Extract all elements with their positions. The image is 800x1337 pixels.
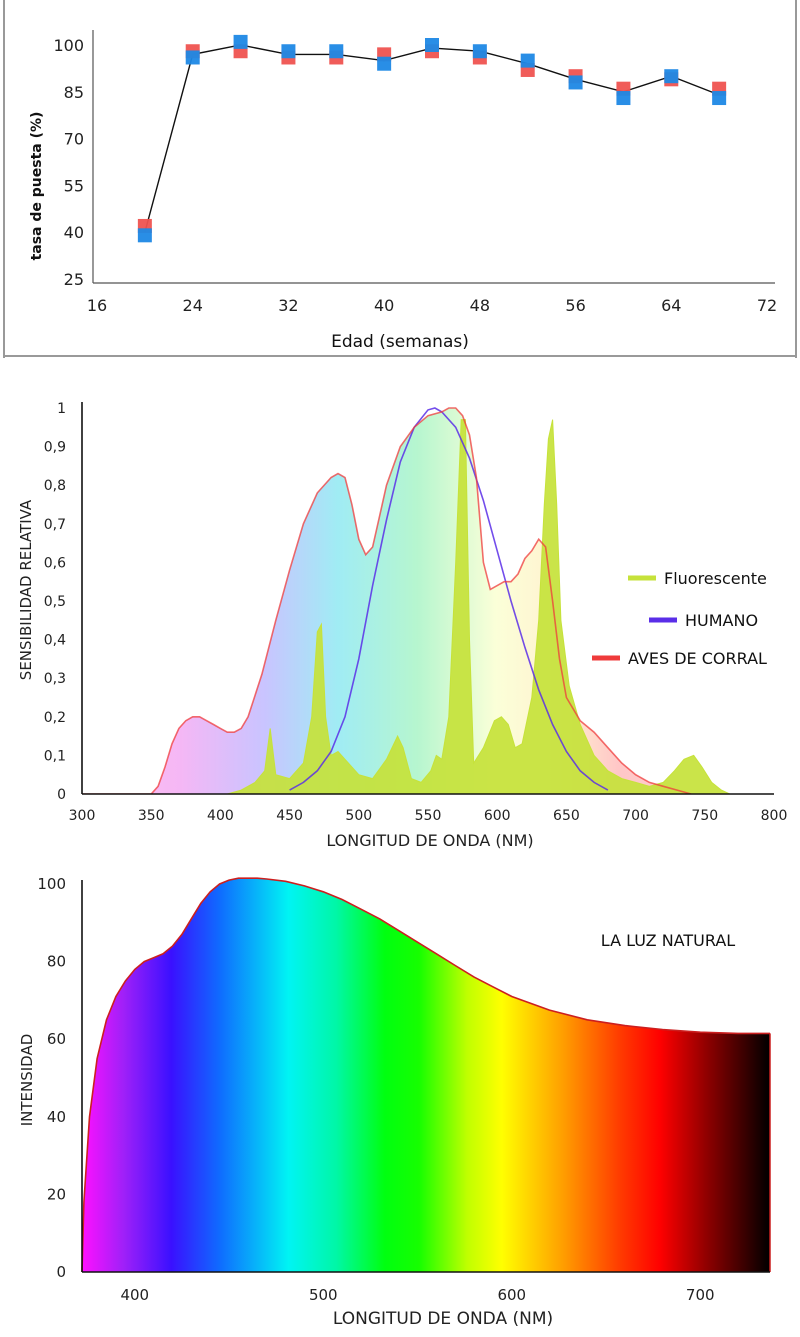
x-tick-label: 48 (470, 296, 490, 315)
x-tick-label: 300 (69, 808, 96, 824)
x-tick-label: 450 (276, 808, 303, 824)
x-tick-label: 56 (565, 296, 585, 315)
x-tick-label: 500 (309, 1286, 338, 1304)
y-tick-label: 0,9 (44, 440, 66, 456)
x-tick-label: 72 (757, 296, 777, 315)
y-tick-label: 40 (47, 1108, 66, 1126)
blue-data-point (568, 75, 583, 90)
blue-data-point (185, 50, 200, 65)
poultry-area-fill (82, 408, 691, 794)
blue-data-point (664, 69, 679, 84)
blue-data-point (472, 44, 487, 59)
fluorescent-area (227, 419, 730, 794)
blue-data-point (712, 91, 727, 106)
x-axis-label: LONGITUD DE ONDA (NM) (333, 1309, 553, 1329)
legend-label: AVES DE CORRAL (628, 649, 767, 668)
y-tick-label: 0,4 (44, 633, 66, 649)
x-tick-label: 16 (87, 296, 107, 315)
sensitivity-chart-panel: 1 0,9 0,8 0,7 0,6 0,5 0,4 0,3 0,2 0,1 0 300 350 400 45… (0, 380, 800, 860)
x-tick-label: 32 (278, 296, 298, 315)
y-axis-label: tasa de puesta (%) (29, 112, 45, 261)
x-tick-label: 400 (207, 808, 234, 824)
y-tick-label: 80 (47, 953, 66, 971)
x-tick-label: 800 (761, 808, 788, 824)
x-tick-label: 64 (661, 296, 681, 315)
legend-label: HUMANO (685, 611, 758, 630)
y-tick-label: 60 (47, 1030, 66, 1048)
blue-data-point (520, 53, 535, 68)
blue-data-point (425, 38, 439, 52)
y-tick-label: 0,7 (44, 517, 66, 533)
x-tick-label: 350 (138, 808, 165, 824)
trend-line (144, 44, 720, 233)
x-tick-label: 400 (120, 1286, 149, 1304)
spectrum-outline (81, 877, 770, 1273)
spectrum-fill (82, 878, 770, 1272)
x-tick-label: 600 (497, 1286, 526, 1304)
chart-axes: 100 80 60 40 20 0 400 500 600 700 (37, 875, 770, 1304)
blue-data-point (281, 44, 296, 59)
x-tick-label: 550 (415, 808, 442, 824)
y-tick-label: 0 (56, 1263, 66, 1281)
x-tick-label: 700 (686, 1286, 715, 1304)
x-tick-label: 750 (691, 808, 718, 824)
blue-data-point (377, 56, 392, 71)
y-tick-label: 0,8 (44, 478, 66, 494)
laying-rate-chart-panel: 100 85 70 55 40 25 16 24 32 40 48 56 64 72 Edad (sema… (0, 0, 800, 360)
y-tick-label: 0,2 (44, 710, 66, 726)
x-tick-label: 700 (622, 808, 649, 824)
y-tick-label: 1 (57, 401, 66, 417)
y-tick-label: 20 (47, 1185, 66, 1203)
y-axis-label: SENSIBILIDAD RELATIVA (17, 499, 35, 680)
trend-line-path (144, 44, 720, 233)
blue-data-point (233, 34, 248, 49)
blue-data-point (329, 44, 344, 59)
y-tick-label: 40 (64, 223, 84, 242)
y-tick-label: 55 (64, 176, 84, 195)
poultry-curve (82, 407, 692, 794)
y-tick-label: 70 (64, 130, 84, 149)
spectrum-area (81, 877, 771, 1273)
y-tick-label: 0,6 (44, 555, 66, 571)
x-axis-label: Edad (semanas) (331, 332, 469, 352)
x-tick-label: 500 (345, 808, 372, 824)
y-tick-label: 100 (53, 36, 84, 55)
legend: Fluorescente HUMANO AVES DE CORRAL (592, 569, 767, 668)
y-tick-label: 85 (64, 83, 84, 102)
x-tick-label: 600 (484, 808, 511, 824)
blue-data-point (137, 228, 152, 243)
x-tick-label: 650 (553, 808, 580, 824)
y-tick-label: 0 (57, 787, 66, 803)
y-tick-label: 0,1 (44, 748, 66, 764)
y-tick-label: 100 (37, 875, 66, 893)
blue-data-point (616, 91, 631, 106)
natural-light-chart-panel: 100 80 60 40 20 0 400 500 600 700 LA LUZ NATURAL … (0, 862, 800, 1337)
data-points (137, 34, 727, 243)
chart-frame (3, 0, 797, 358)
y-tick-label: 0,3 (44, 671, 66, 687)
sensitivity-areas (82, 407, 730, 794)
x-axis-label: LONGITUD DE ONDA (NM) (326, 831, 533, 850)
x-tick-label: 24 (183, 296, 203, 315)
y-tick-label: 0,5 (44, 594, 66, 610)
legend-label: Fluorescente (664, 569, 767, 588)
y-tick-label: 25 (64, 270, 84, 289)
x-tick-label: 40 (374, 296, 394, 315)
y-axis-label: INTENSIDAD (18, 1034, 36, 1127)
annotation-label: LA LUZ NATURAL (601, 931, 735, 950)
